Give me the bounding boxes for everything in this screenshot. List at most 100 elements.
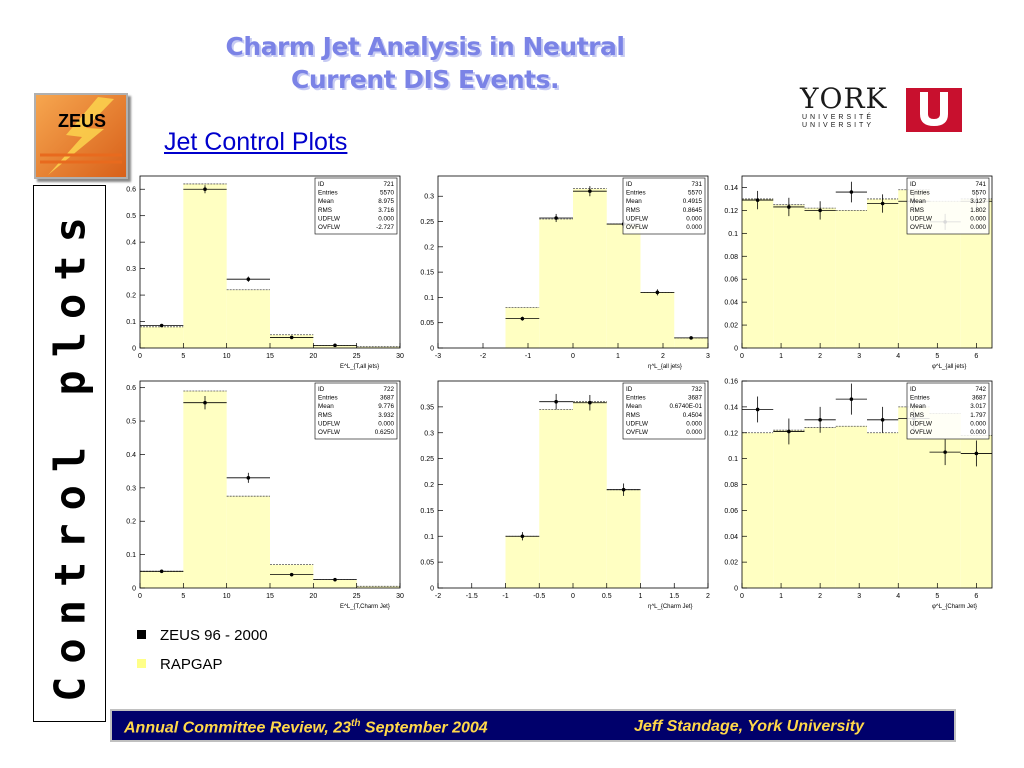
stats-key: Entries <box>626 395 646 402</box>
data-point <box>554 216 558 220</box>
stats-box <box>314 382 398 440</box>
data-point <box>203 400 207 405</box>
x-tick-label: 4 <box>896 593 900 600</box>
y-tick-label: 0 <box>734 586 738 593</box>
mc-bar <box>356 346 400 348</box>
stats-value: 0.6740E-01 <box>669 403 702 410</box>
data-point <box>520 316 525 321</box>
mc-bar <box>140 326 184 348</box>
y-tick-label: 0.1 <box>126 552 136 559</box>
stats-value: 3.127 <box>970 198 986 205</box>
y-tick-label: 0.08 <box>724 482 738 489</box>
mc-bar <box>606 224 641 348</box>
data-point <box>974 451 979 456</box>
mc-bar <box>226 496 270 588</box>
mc-bar <box>640 292 675 348</box>
x-tick-label: 0 <box>740 353 744 360</box>
stats-key: Entries <box>626 190 646 197</box>
stats-value: 3687 <box>688 395 703 402</box>
mc-bar <box>183 391 227 588</box>
stats-value: 0.000 <box>686 224 702 231</box>
stats-key: Entries <box>910 395 930 402</box>
plot-3: 0 1 2 3 4 5 6 0 0.02 0.04 0.06 0.08 0.1 0.12 0.14 φ^L_{… <box>712 170 1002 370</box>
x-tick-label: 1 <box>779 593 783 600</box>
mc-bar <box>539 409 573 588</box>
x-tick-label: 15 <box>266 593 274 600</box>
y-tick-label: 0 <box>132 586 136 593</box>
x-tick-label: 3 <box>857 593 861 600</box>
mc-bar <box>606 489 641 588</box>
mc-bar <box>505 307 540 348</box>
data-point <box>159 569 164 574</box>
y-tick-label: 0.25 <box>420 456 434 463</box>
y-tick-label: 0.15 <box>420 270 434 277</box>
x-tick-label: 0 <box>571 353 575 360</box>
mc-bar <box>804 427 836 588</box>
y-tick-label: 0.12 <box>724 430 738 437</box>
y-tick-label: 0.05 <box>420 320 434 327</box>
data-point <box>849 397 854 401</box>
y-tick-label: 0.35 <box>420 404 434 411</box>
data-point <box>787 205 791 209</box>
stats-value: 0.8645 <box>683 207 703 214</box>
york-logo-name: YORK <box>800 82 888 115</box>
mc-bar <box>867 198 899 348</box>
mc-bar <box>804 208 836 348</box>
x-tick-label: 1 <box>779 353 783 360</box>
data-point <box>655 290 660 295</box>
x-tick-label: 25 <box>353 593 361 600</box>
stats-value: 3.716 <box>378 207 394 214</box>
data-point <box>554 399 558 404</box>
x-tick-label: -2 <box>435 593 441 600</box>
y-tick-label: 0.4 <box>126 452 136 459</box>
stats-key: UDFLW <box>910 420 932 427</box>
plot-6-svg: 0 1 2 3 4 5 6 0 0.02 0.04 0.06 0.08 0.1 0.12 0.14 0.16 φ… <box>724 379 993 610</box>
stats-value: 0.000 <box>378 215 394 222</box>
legend-item-data: ZEUS 96 - 2000 <box>137 627 268 644</box>
data-point <box>333 577 337 582</box>
x-tick-label: 2 <box>706 593 710 600</box>
footer-left-date: September 2004 <box>360 719 488 737</box>
plot-5-svg: -2 -1.5 -1 -0.5 0 0.5 1 1.5 2 0 0.05 0.1 0.15 0.2 0.25… <box>420 380 710 610</box>
x-tick-label: 0.5 <box>602 593 612 600</box>
stats-box <box>622 177 706 235</box>
x-tick-label: 30 <box>396 353 404 360</box>
stats-key: OVFLW <box>910 429 932 436</box>
stats-value: 722 <box>383 386 394 393</box>
lightning-icon <box>40 97 122 175</box>
stats-key: Mean <box>318 198 334 205</box>
legend-label-data: ZEUS 96 - 2000 <box>160 627 268 644</box>
stats-value: 1.797 <box>970 412 986 419</box>
page-title: Charm Jet Analysis in Neutral Current DI… <box>160 30 690 96</box>
data-point <box>849 190 854 194</box>
y-tick-label: 0.2 <box>126 519 136 526</box>
x-tick-label: 2 <box>661 353 665 360</box>
x-tick-label: 20 <box>309 353 317 360</box>
stats-value: 3.017 <box>970 403 986 410</box>
y-tick-label: 0.06 <box>724 508 738 515</box>
zeus-logo: ZEUS <box>34 93 128 179</box>
footer-left: Annual Committee Review, 23th September … <box>124 718 488 737</box>
stats-value: 5570 <box>688 190 703 197</box>
x-axis-label: η^L_{all jets} <box>648 364 682 370</box>
x-tick-label: 1.5 <box>669 593 679 600</box>
stats-value: 0.6250 <box>375 429 395 436</box>
stats-key: OVFLW <box>626 224 648 231</box>
stats-box <box>906 177 990 235</box>
stats-box <box>314 177 398 235</box>
stats-key: ID <box>318 386 325 393</box>
y-tick-label: 0.05 <box>420 560 434 567</box>
x-tick-label: 3 <box>857 353 861 360</box>
plot-1-svg: 0 5 10 15 20 25 30 0 0.1 0.2 0.3 0.4 0.5 0.6 E^L_{T,al… <box>126 175 404 370</box>
mc-bar <box>742 432 774 588</box>
y-tick-label: 0.2 <box>126 293 136 300</box>
stats-key: ID <box>626 386 633 393</box>
x-tick-label: -1.5 <box>466 593 478 600</box>
mc-bar <box>140 571 184 588</box>
stats-box <box>622 382 706 440</box>
plot-3-svg: 0 1 2 3 4 5 6 0 0.02 0.04 0.06 0.08 0.1 0.12 0.14 φ^L_{… <box>724 175 993 370</box>
data-point <box>621 487 626 492</box>
mc-bar <box>674 337 708 348</box>
data-point <box>787 429 791 434</box>
y-tick-label: 0.4 <box>126 240 136 247</box>
